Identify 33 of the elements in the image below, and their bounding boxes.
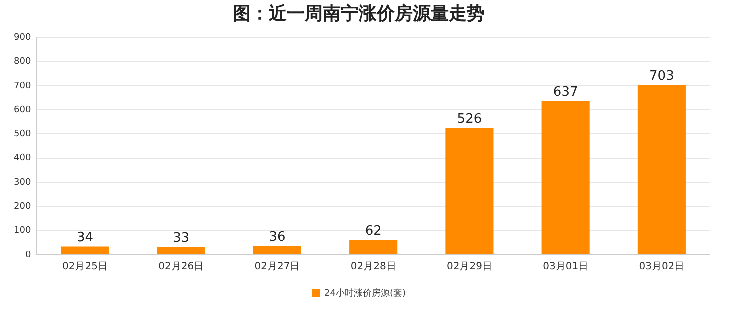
y-tick-label: 200 xyxy=(14,202,32,212)
x-tick-label: 03月01日 xyxy=(543,262,589,273)
chart-title: 图：近一周南宁涨价房源量走势 xyxy=(233,3,485,24)
y-tick-label: 500 xyxy=(14,130,32,140)
x-tick-label: 03月02日 xyxy=(639,262,685,273)
data-label: 526 xyxy=(457,112,482,127)
data-label: 637 xyxy=(553,85,578,100)
bar xyxy=(542,101,590,254)
y-tick-label: 600 xyxy=(14,105,32,116)
x-tick-label: 02月25日 xyxy=(62,262,108,273)
data-label: 33 xyxy=(173,230,190,246)
x-tick-label: 02月28日 xyxy=(350,262,396,273)
bar xyxy=(253,246,302,254)
data-label: 62 xyxy=(365,224,382,239)
y-tick-label: 700 xyxy=(14,81,32,92)
bar xyxy=(446,128,494,254)
x-tick-label: 02月29日 xyxy=(446,262,492,273)
x-tick-label: 02月27日 xyxy=(254,262,300,273)
bar xyxy=(350,240,398,254)
y-tick-label: 400 xyxy=(14,154,32,164)
y-tick-label: 300 xyxy=(14,178,32,188)
data-label: 34 xyxy=(76,230,94,246)
y-tick-label: 800 xyxy=(14,57,32,68)
legend-label: 24小时涨价房源(套) xyxy=(324,288,406,299)
bar xyxy=(61,246,110,254)
data-label: 36 xyxy=(269,230,286,246)
bar xyxy=(157,247,206,254)
y-tick-label: 100 xyxy=(14,226,32,236)
bar xyxy=(638,85,686,254)
y-tick-label: 0 xyxy=(25,250,32,260)
data-label: 703 xyxy=(650,69,674,84)
x-tick-label: 02月26日 xyxy=(158,262,204,273)
y-tick-label: 900 xyxy=(14,32,32,43)
